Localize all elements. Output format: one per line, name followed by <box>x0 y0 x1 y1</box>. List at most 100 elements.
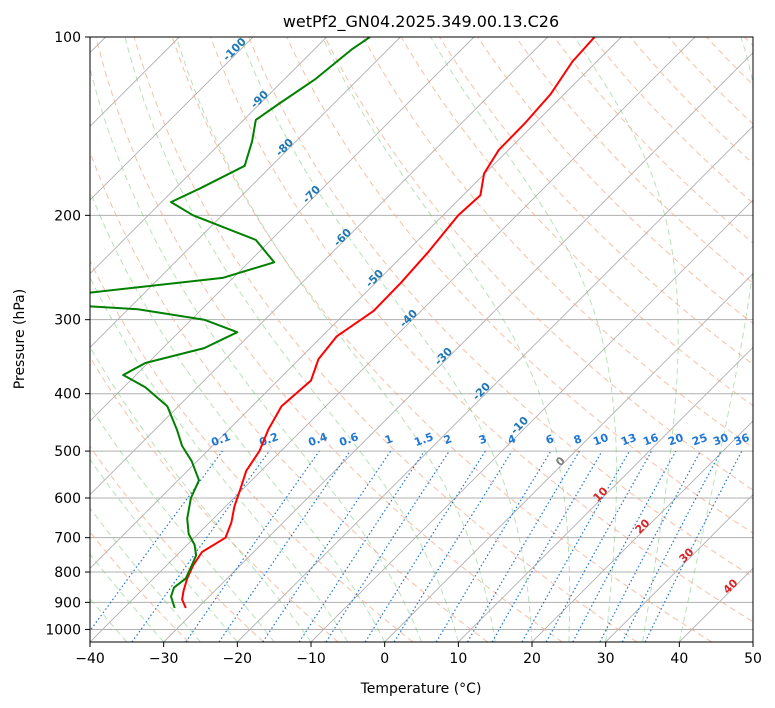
x-axis-label: Temperature (°C) <box>360 681 482 697</box>
isotherm-line <box>90 37 254 201</box>
dry-adiabat <box>210 37 753 623</box>
mixing-ratio-label: 25 <box>690 431 709 448</box>
y-tick-label: 800 <box>54 565 81 581</box>
x-tick-label: 30 <box>597 651 615 667</box>
mixing-ratio-label: 1.5 <box>412 430 435 449</box>
y-tick-label: 1000 <box>45 622 81 638</box>
mixing-ratio-label: 3 <box>477 432 489 447</box>
isotherm-line <box>90 37 622 569</box>
mixing-ratio-label: 1 <box>383 432 395 447</box>
moist-adiabat <box>90 597 128 642</box>
isotherm-line <box>384 273 753 642</box>
background-lines <box>90 37 753 642</box>
dry-adiabat <box>171 37 712 642</box>
y-tick-label: 100 <box>54 30 81 46</box>
dry-adiabat <box>477 37 753 325</box>
mixing-ratio-label: 13 <box>619 431 638 448</box>
isotherm-line <box>90 37 475 422</box>
dry-adiabat <box>90 445 264 642</box>
dry-adiabat <box>248 37 753 578</box>
moist-adiabat <box>124 37 459 642</box>
moist-adiabat <box>175 37 496 642</box>
plot-frame <box>89 36 754 643</box>
moist-adiabat <box>90 189 386 642</box>
y-axis: 100 200 300 400 500 600 700 800 900 1000 <box>45 30 90 638</box>
isotherm-line <box>605 494 753 642</box>
mixing-ratio-line <box>218 450 351 642</box>
moist-adiabat <box>90 507 201 642</box>
moist-adiabat <box>322 37 571 642</box>
mixing-ratio-line <box>545 450 653 642</box>
dry-adiabat <box>90 259 414 642</box>
dry-adiabat <box>515 37 753 284</box>
isotherm-line <box>531 420 753 642</box>
mixing-ratio-line <box>435 450 552 642</box>
x-tick-label: −10 <box>296 651 326 667</box>
dry-adiabat <box>362 37 753 449</box>
dry-adiabat <box>133 37 638 642</box>
mixing-ratio-label: 0.6 <box>337 430 360 449</box>
dry-adiabat <box>591 37 753 204</box>
mixing-ratio-line <box>491 450 603 642</box>
mixing-ratio-label: 0.4 <box>306 430 329 449</box>
dry-adiabat <box>629 37 753 165</box>
mixing-ratio-label: 30 <box>711 431 730 449</box>
mixing-ratio-label: 4 <box>506 432 518 447</box>
dry-adiabat <box>400 37 753 407</box>
x-tick-label: 40 <box>670 651 688 667</box>
chart-title: wetPf2_GN04.2025.349.00.13.C26 <box>283 12 559 32</box>
isotherm-line <box>458 346 753 642</box>
mixing-ratio-line <box>325 450 450 642</box>
moist-adiabat <box>430 37 617 642</box>
mixing-ratio-label: 10 <box>591 431 610 449</box>
profiles <box>90 37 596 609</box>
y-tick-label: 900 <box>54 595 81 611</box>
x-tick-label: 0 <box>380 651 389 667</box>
x-tick-label: 10 <box>449 651 467 667</box>
mixing-ratio-label: 6 <box>544 432 556 447</box>
isotherm-line <box>90 37 327 275</box>
isotherm-line <box>163 52 753 642</box>
moist-adiabat <box>90 276 349 642</box>
isotherm-line <box>237 125 753 642</box>
mixing-ratio-line <box>364 450 486 642</box>
plot-background <box>90 37 753 642</box>
y-tick-label: 600 <box>54 491 81 507</box>
x-tick-label: −20 <box>223 651 253 667</box>
mixing-ratio-label: 16 <box>641 431 660 449</box>
moist-adiabat <box>678 37 753 642</box>
dry-adiabat <box>95 37 563 642</box>
x-tick-label: −30 <box>149 651 179 667</box>
y-tick-label: 400 <box>54 387 81 403</box>
y-tick-label: 500 <box>54 444 81 460</box>
y-tick-label: 300 <box>54 313 81 329</box>
mixing-ratio-line <box>521 450 631 642</box>
mixing-ratio-line <box>393 450 513 642</box>
moist-adiabat <box>90 65 422 642</box>
x-tick-label: 20 <box>523 651 541 667</box>
mixing-ratio-line <box>572 450 677 642</box>
mixing-ratio-line <box>466 450 580 642</box>
y-axis-label: Pressure (hPa) <box>12 289 28 389</box>
mixing-ratio-line <box>185 450 320 642</box>
mixing-ratio-line <box>131 450 270 642</box>
mixing-ratio-label: 20 <box>666 431 685 449</box>
moist-adiabat <box>90 345 312 642</box>
dry-adiabat <box>324 37 753 491</box>
isotherm-line <box>90 37 401 348</box>
moist-adiabat <box>90 553 165 642</box>
dewpoint-profile <box>90 37 371 609</box>
moist-adiabat <box>574 37 679 642</box>
moist-adiabat <box>90 458 238 642</box>
moist-adiabat <box>239 37 533 642</box>
mixing-ratio-label: 2 <box>442 432 454 447</box>
x-tick-label: −40 <box>75 651 105 667</box>
isotherm-line <box>90 37 548 496</box>
y-tick-label: 700 <box>54 531 81 547</box>
temperature-profile <box>181 37 596 609</box>
moist-adiabat <box>90 405 275 642</box>
mixing-ratio-label: 0.1 <box>209 430 232 449</box>
x-tick-label: 50 <box>744 651 762 667</box>
x-axis: −40 −30 −20 −10 0 10 20 30 40 50 <box>75 642 762 667</box>
